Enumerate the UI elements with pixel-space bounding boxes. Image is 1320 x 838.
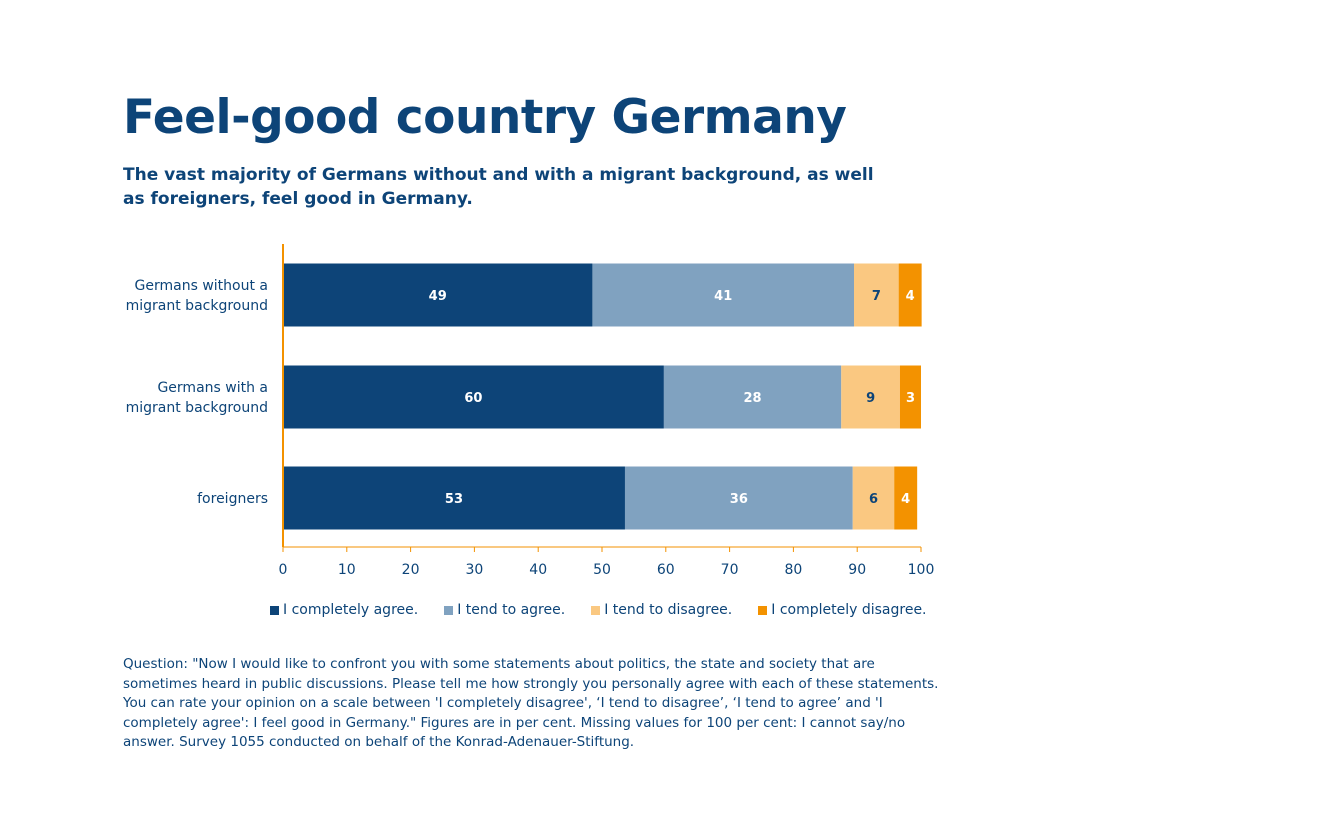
- bar-segment: [592, 263, 855, 327]
- x-tick-label: 0: [279, 562, 288, 578]
- category-label: migrant background: [126, 298, 268, 314]
- legend-item: I completely disagree.: [758, 602, 927, 618]
- legend-label: I tend to disagree.: [604, 602, 733, 618]
- bar-segment: [852, 466, 895, 530]
- legend-label: I tend to agree.: [457, 602, 566, 618]
- bar-segment: [841, 365, 900, 429]
- legend-label: I completely agree.: [283, 602, 419, 618]
- data-label: 7: [872, 289, 881, 304]
- bar-segment: [854, 263, 899, 327]
- x-tick-label: 30: [465, 562, 483, 578]
- category-label: Germans without a: [135, 278, 268, 294]
- chart-subtitle: The vast majority of Germans without and…: [123, 165, 874, 209]
- bar-segment: [624, 466, 853, 530]
- legend-item: I completely agree.: [270, 602, 418, 618]
- x-tick-label: 100: [908, 562, 935, 578]
- x-tick-label: 70: [721, 562, 739, 578]
- data-label: 60: [464, 391, 482, 406]
- x-tick-label: 20: [402, 562, 420, 578]
- bar-segment: [663, 365, 842, 429]
- data-label: 28: [744, 391, 762, 406]
- chart-legend: I completely agree. I tend to agree. I ten…: [270, 602, 927, 618]
- bar-segment: [283, 365, 664, 429]
- bar-segment: [283, 263, 593, 327]
- question-footnote: Question: "Now I would like to confront …: [123, 656, 939, 750]
- data-label: 4: [901, 492, 910, 507]
- x-tick-label: 80: [784, 562, 802, 578]
- legend-swatch: [591, 605, 601, 615]
- data-label: 4: [906, 289, 915, 304]
- legend-item: I tend to agree.: [444, 602, 565, 618]
- legend-label: I completely disagree.: [771, 602, 927, 618]
- category-label: migrant background: [126, 400, 268, 416]
- x-tick-label: 50: [593, 562, 611, 578]
- legend-swatch: [444, 605, 454, 615]
- data-label: 53: [445, 492, 463, 507]
- legend-swatch: [758, 605, 768, 615]
- category-label: Germans with a: [157, 380, 268, 396]
- data-label: 36: [730, 492, 748, 507]
- x-tick-label: 60: [657, 562, 675, 578]
- data-label: 3: [906, 391, 915, 406]
- x-tick-label: 90: [848, 562, 866, 578]
- category-label: foreigners: [197, 491, 268, 507]
- bar-segment: [899, 365, 921, 429]
- data-label: 41: [714, 289, 732, 304]
- legend-swatch: [270, 605, 279, 615]
- bar-segment: [898, 263, 922, 327]
- data-label: 49: [429, 289, 447, 304]
- bar-segment: [283, 466, 625, 530]
- data-label: 6: [869, 492, 878, 507]
- data-label: 9: [866, 391, 875, 406]
- x-tick-label: 40: [529, 562, 547, 578]
- chart-title: Feel-good country Germany: [123, 90, 847, 145]
- x-tick-label: 10: [338, 562, 356, 578]
- bar-segment: [894, 466, 918, 530]
- legend-item: I tend to disagree.: [591, 602, 732, 618]
